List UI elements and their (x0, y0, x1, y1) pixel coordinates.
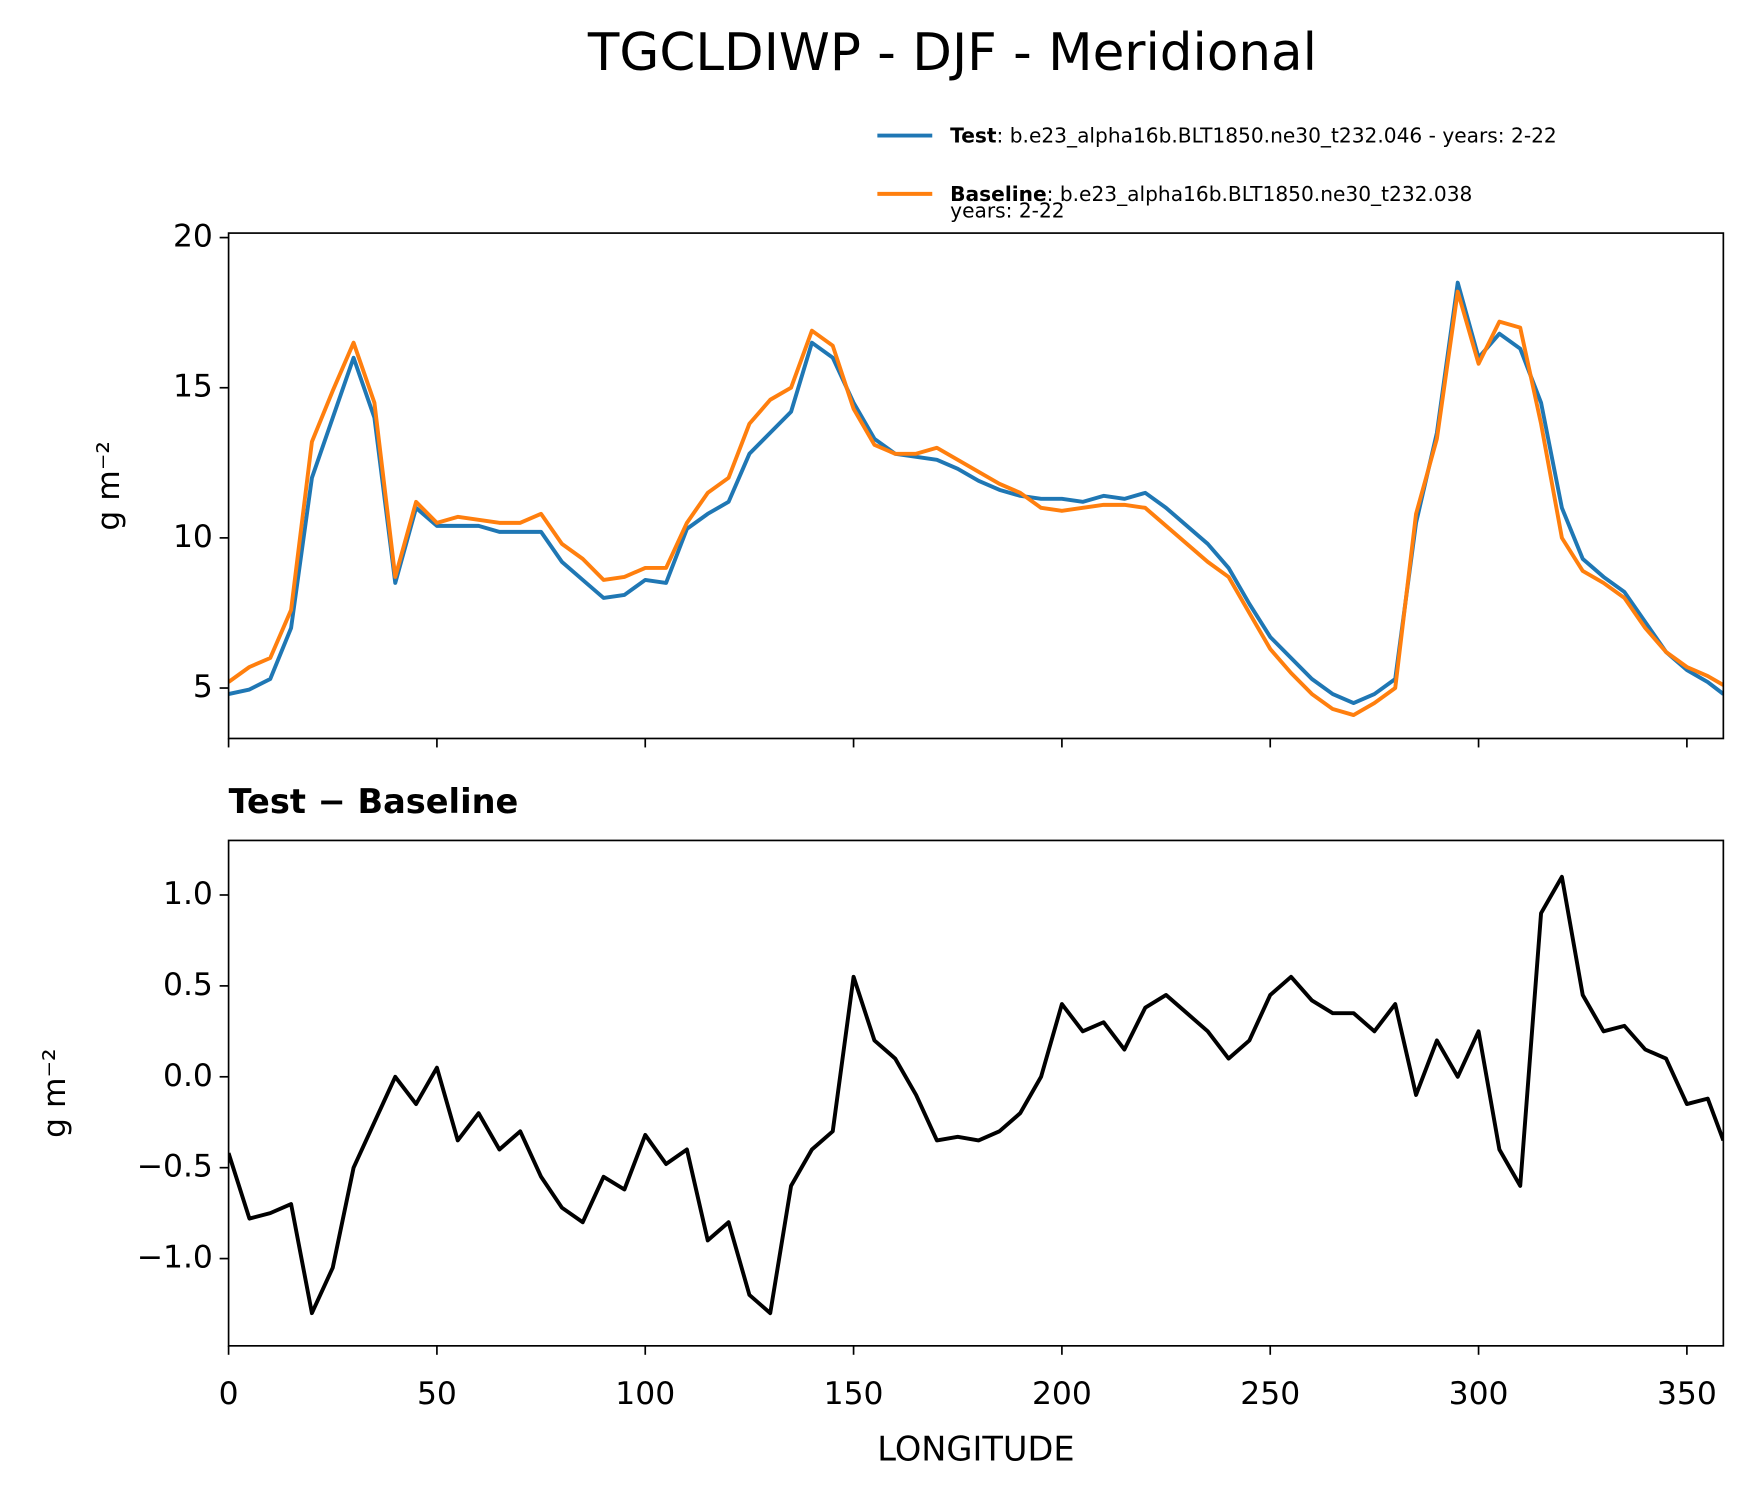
y-tick-label: 10 (173, 519, 213, 555)
legend-name: Test (950, 123, 997, 147)
subplot-title: Test − Baseline (229, 782, 519, 821)
legend-entry: Test: b.e23_alpha16b.BLT1850.ne30_t232.0… (950, 123, 1557, 147)
legend-description: : b.e23_alpha16b.BLT1850.ne30_t232.046 -… (997, 123, 1557, 147)
y-tick-label: 20 (173, 219, 213, 255)
y-tick-label: 0.0 (163, 1058, 213, 1094)
y-axis-label: g m⁻² (91, 441, 127, 531)
y-tick-label: −0.5 (137, 1149, 213, 1185)
legend-description: years: 2-22 (950, 198, 1064, 222)
figure-title: TGCLDIWP - DJF - Meridional (587, 23, 1317, 83)
x-tick-label: 100 (615, 1376, 675, 1412)
y-tick-label: 0.5 (163, 967, 213, 1003)
legend-name: Baseline (950, 181, 1046, 205)
y-tick-label: 1.0 (163, 876, 213, 912)
x-tick-label: 0 (219, 1376, 239, 1412)
x-tick-label: 50 (417, 1376, 457, 1412)
x-tick-label: 300 (1449, 1376, 1509, 1412)
legend-entry: Baseline: b.e23_alpha16b.BLT1850.ne30_t2… (950, 181, 1472, 205)
x-tick-label: 200 (1032, 1376, 1092, 1412)
legend-description: : b.e23_alpha16b.BLT1850.ne30_t232.038 (1047, 181, 1473, 205)
data-line (228, 874, 1724, 1316)
x-axis-label: LONGITUDE (877, 1430, 1074, 1469)
y-axis-label: g m⁻² (37, 1048, 73, 1138)
plot-area (228, 280, 1724, 718)
x-tick-label: 150 (824, 1376, 884, 1412)
x-tick-label: 350 (1657, 1376, 1717, 1412)
y-tick-label: 15 (173, 369, 213, 405)
data-line (228, 289, 1724, 718)
axes-frame (227, 232, 1725, 740)
axes-frame (227, 839, 1725, 1347)
x-tick-label: 250 (1240, 1376, 1300, 1412)
y-tick-label: 5 (193, 669, 213, 705)
data-line (228, 280, 1724, 706)
y-tick-label: −1.0 (137, 1240, 213, 1276)
plot-area (228, 874, 1724, 1316)
